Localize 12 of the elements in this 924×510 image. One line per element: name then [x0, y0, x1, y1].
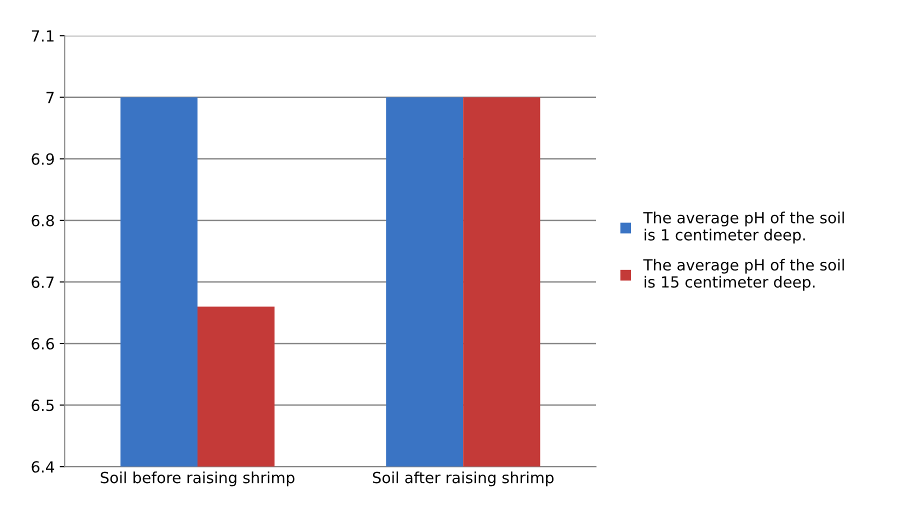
y-tick-label: 7.1 — [32, 30, 54, 42]
y-tick-label: 6.8 — [32, 214, 54, 226]
x-tick-label: Soil after raising shrimp — [372, 472, 554, 486]
y-tick-label: 7 — [46, 92, 54, 104]
legend-label: The average pH of the soil is 1 centimeter deep. — [643, 212, 844, 244]
x-tick-label: Soil before raising shrimp — [100, 472, 294, 486]
y-tick-label: 6.9 — [32, 153, 54, 165]
y-tick-label: 6.4 — [32, 461, 54, 473]
y-tick-label: 6.6 — [32, 338, 54, 350]
y-tick-label: 6.5 — [32, 400, 54, 412]
y-tick-label: 6.7 — [32, 276, 54, 288]
legend-label: The average pH of the soil is 15 centimeter deep. — [643, 258, 844, 291]
